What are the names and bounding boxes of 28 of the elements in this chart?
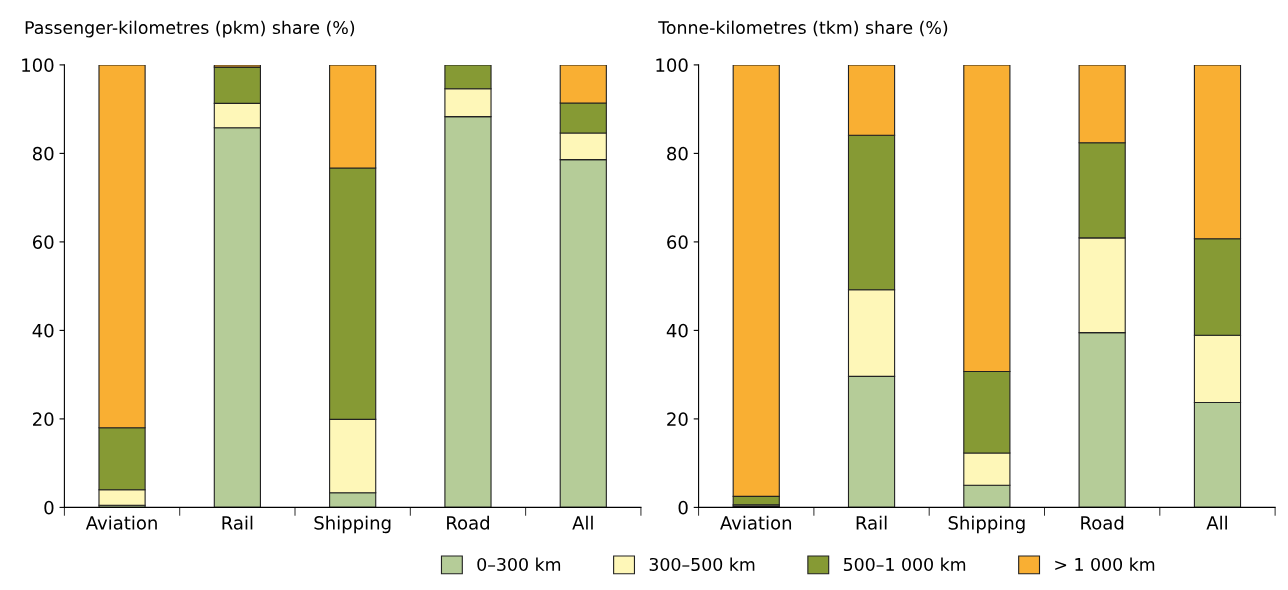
chart-title: Tonne-kilometres (tkm) share (%)	[658, 20, 948, 37]
x-tick-label: Road	[447, 515, 489, 530]
x-tick-label: All	[572, 515, 593, 530]
chart-title: Passenger-kilometres (pkm) share (%)	[25, 20, 355, 38]
legend-label: 500–1 000 km	[843, 557, 966, 572]
x-tick-label: Rail	[222, 515, 253, 530]
y-tick-label: 80	[32, 146, 54, 161]
y-tick-label: 40	[666, 323, 688, 338]
legend-label: 0–300 km	[477, 557, 561, 572]
x-tick-label: All	[1206, 515, 1227, 530]
y-tick-label: 20	[33, 412, 54, 427]
y-tick-label: 60	[32, 235, 54, 250]
legend-label: > 1 000 km	[1055, 557, 1155, 572]
x-tick-label: Rail	[856, 515, 887, 530]
x-tick-label: Aviation	[720, 515, 792, 530]
x-tick-label: Shipping	[948, 515, 1025, 534]
y-tick-label: 80	[667, 146, 688, 161]
y-tick-label: 100	[656, 58, 688, 73]
y-tick-label: 0	[44, 500, 54, 515]
y-tick-label: 60	[667, 235, 688, 250]
x-tick-label: Shipping	[314, 515, 391, 534]
x-tick-label: Road	[1081, 515, 1124, 530]
y-tick-label: 40	[32, 323, 54, 338]
y-tick-label: 0	[678, 500, 688, 515]
x-tick-label: Aviation	[85, 515, 157, 530]
legend-label: 300–500 km	[649, 557, 755, 572]
y-tick-label: 100	[22, 58, 54, 73]
y-tick-label: 20	[667, 412, 688, 427]
